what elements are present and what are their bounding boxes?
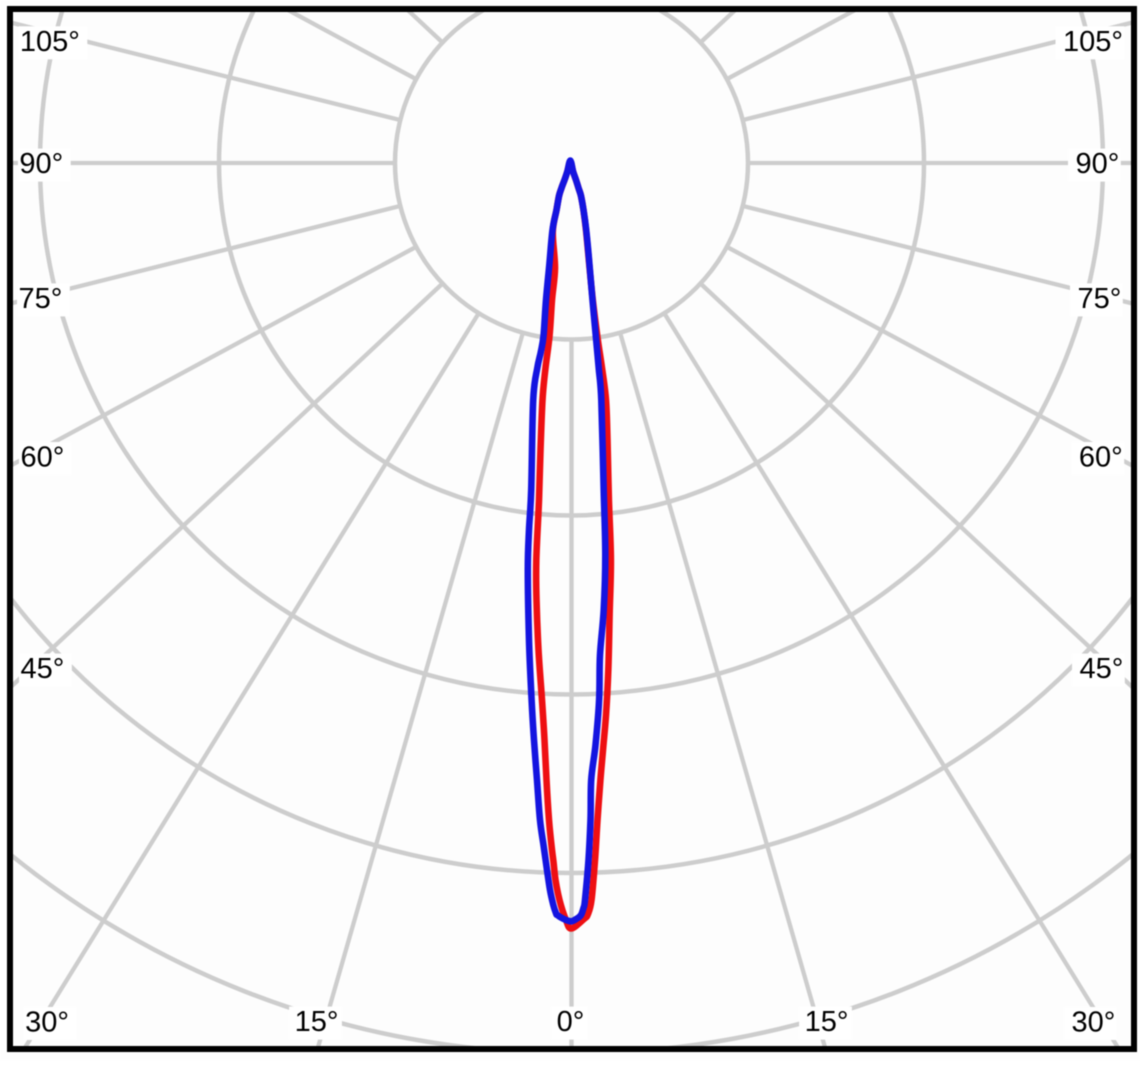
svg-text:30°: 30° bbox=[1071, 1007, 1115, 1039]
svg-text:60°: 60° bbox=[1079, 442, 1123, 474]
svg-text:45°: 45° bbox=[20, 653, 64, 685]
svg-text:15°: 15° bbox=[295, 1006, 339, 1038]
svg-text:60°: 60° bbox=[20, 442, 64, 474]
svg-text:30°: 30° bbox=[25, 1007, 69, 1039]
svg-text:0°: 0° bbox=[557, 1006, 585, 1038]
svg-text:45°: 45° bbox=[1079, 653, 1123, 685]
svg-text:105°: 105° bbox=[20, 26, 80, 58]
svg-text:75°: 75° bbox=[18, 283, 62, 315]
svg-text:90°: 90° bbox=[19, 148, 63, 180]
svg-text:105°: 105° bbox=[1063, 26, 1123, 58]
svg-text:90°: 90° bbox=[1075, 148, 1119, 180]
svg-text:75°: 75° bbox=[1077, 283, 1121, 315]
svg-text:15°: 15° bbox=[805, 1006, 849, 1038]
